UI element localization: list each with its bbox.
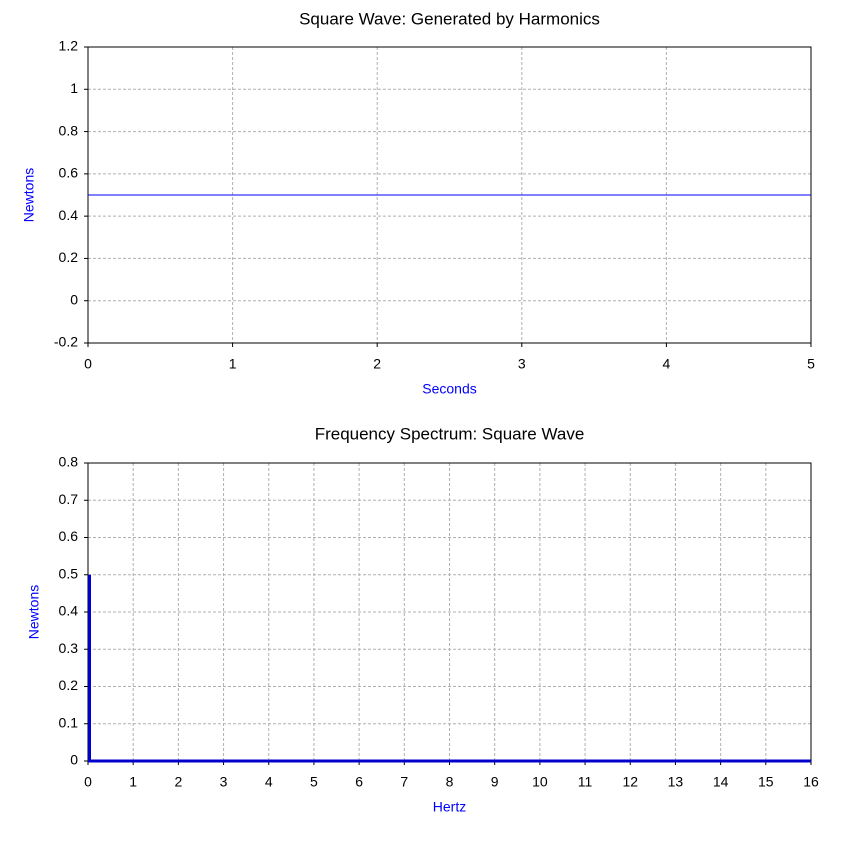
x-tick-label: 11: [578, 774, 593, 790]
y-axis-label: Newtons: [26, 585, 42, 639]
x-tick-label: 14: [713, 774, 729, 790]
x-tick-label: 1: [229, 356, 237, 372]
x-tick-label: 1: [129, 774, 137, 790]
x-tick-label: 3: [518, 356, 526, 372]
x-tick-label: 6: [355, 774, 363, 790]
y-tick-label: 0.8: [59, 122, 79, 138]
x-tick-label: 5: [310, 774, 318, 790]
y-tick-label: 0.6: [59, 165, 79, 181]
y-tick-label: 0.7: [59, 491, 79, 507]
x-tick-label: 13: [668, 774, 684, 790]
x-tick-label: 2: [174, 774, 182, 790]
chart-title: Square Wave: Generated by Harmonics: [299, 9, 600, 28]
y-tick-label: 0.3: [59, 640, 79, 656]
y-tick-label: 0.8: [59, 454, 79, 470]
x-tick-label: 7: [400, 774, 408, 790]
x-tick-label: 4: [265, 774, 273, 790]
x-tick-label: 5: [807, 356, 815, 372]
x-axis-label: Hertz: [433, 799, 466, 815]
x-tick-label: 4: [663, 356, 671, 372]
y-tick-label: 0.1: [59, 714, 79, 730]
x-axis-label: Seconds: [422, 381, 476, 397]
x-tick-label: 15: [758, 774, 774, 790]
y-tick-label: 1.2: [59, 38, 79, 54]
x-tick-label: 2: [373, 356, 381, 372]
chart-title: Frequency Spectrum: Square Wave: [315, 424, 585, 443]
x-tick-label: 3: [220, 774, 228, 790]
x-tick-label: 12: [622, 774, 638, 790]
y-tick-label: 0.6: [59, 528, 79, 544]
x-tick-label: 8: [446, 774, 454, 790]
x-tick-label: 0: [84, 356, 92, 372]
y-tick-label: 0: [70, 752, 78, 768]
y-tick-label: -0.2: [54, 334, 78, 350]
y-tick-label: 0.4: [59, 207, 79, 223]
x-tick-label: 9: [491, 774, 499, 790]
x-tick-label: 10: [532, 774, 548, 790]
y-tick-label: 0.4: [59, 603, 79, 619]
y-tick-label: 0.2: [59, 677, 79, 693]
x-tick-label: 0: [84, 774, 92, 790]
y-tick-label: 1: [70, 80, 78, 96]
x-tick-label: 16: [803, 774, 819, 790]
y-axis-label: Newtons: [21, 168, 37, 222]
y-tick-label: 0.5: [59, 565, 79, 581]
y-tick-label: 0.2: [59, 249, 79, 265]
y-tick-label: 0: [70, 291, 78, 307]
